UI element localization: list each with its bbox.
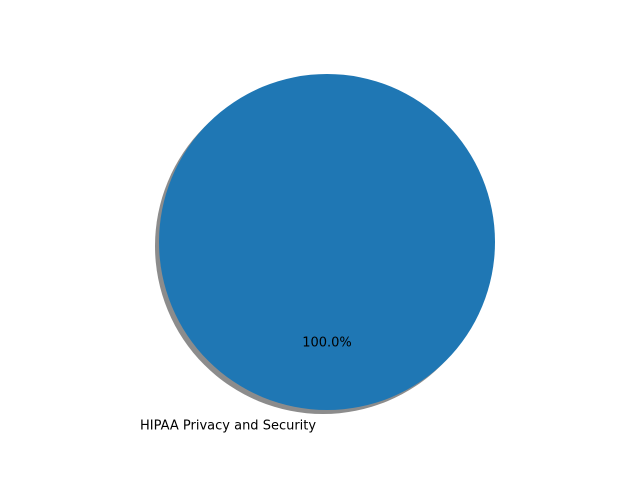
pie-slice	[159, 74, 495, 410]
pie-percent-label: 100.0%	[302, 335, 352, 350]
pie-slice-layer	[159, 74, 495, 410]
pie-category-label: HIPAA Privacy and Security	[140, 419, 316, 434]
pie-label-layer: 100.0% HIPAA Privacy and Security	[140, 335, 352, 433]
